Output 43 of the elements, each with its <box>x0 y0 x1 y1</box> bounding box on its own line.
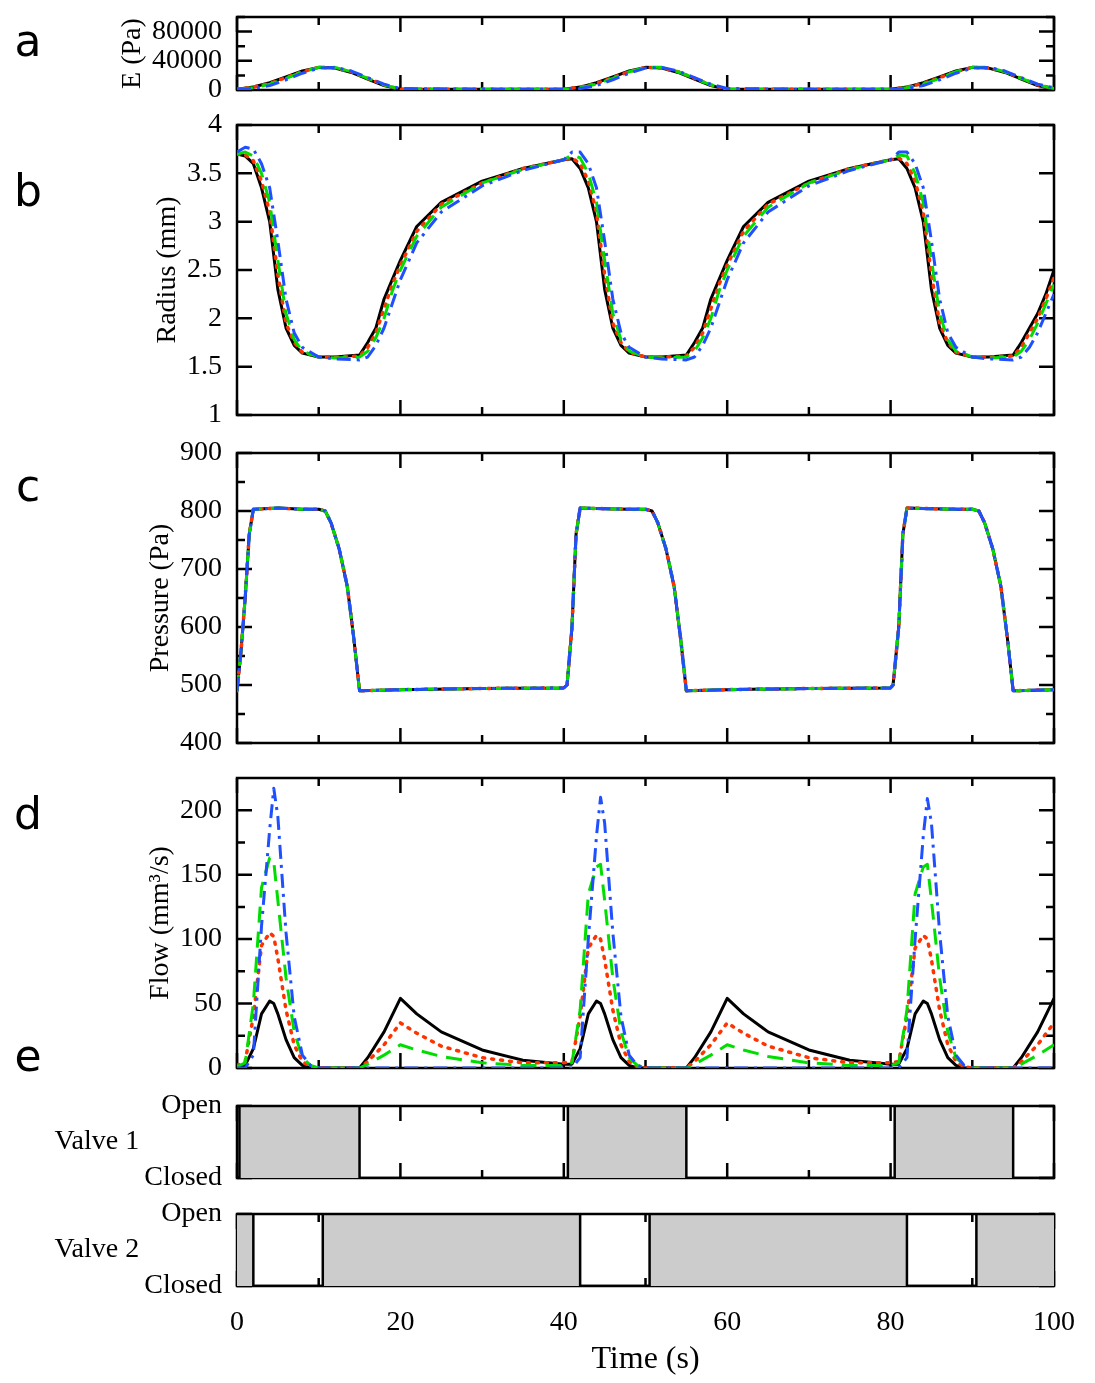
y-tick-label: 3 <box>208 204 222 236</box>
y-tick-label: 0 <box>208 72 222 104</box>
y-tick-label: 3.5 <box>187 155 222 187</box>
y-tick-label: 4 <box>208 107 222 139</box>
y-axis-title: Pressure (Pa) <box>143 523 175 673</box>
y-tick-label: 40000 <box>152 43 222 75</box>
y-tick-label: 800 <box>180 493 222 525</box>
x-tick-label: 0 <box>230 1305 244 1337</box>
y-tick-label: 200 <box>180 792 222 824</box>
y-axis-title: Valve 1 <box>54 1124 140 1156</box>
x-tick-label: 20 <box>386 1305 415 1337</box>
y-tick-label: 0 <box>208 1050 222 1082</box>
y-tick-label: 150 <box>180 857 222 889</box>
y-tick-label: 600 <box>180 609 222 641</box>
y-axis-title: Flow (mm³/s) <box>143 846 175 1000</box>
y-axis-title: Valve 2 <box>54 1232 140 1264</box>
x-axis-title: Time (s) <box>591 1339 700 1376</box>
y-tick-label: 1 <box>208 397 222 429</box>
text: Open <box>161 1088 222 1120</box>
text: Closed <box>144 1268 222 1300</box>
chart-title: e <box>14 1030 42 1082</box>
x-tick-label: 80 <box>876 1305 905 1337</box>
chart-title: d <box>14 788 42 840</box>
text: Open <box>161 1196 222 1228</box>
y-tick-label: 700 <box>180 551 222 583</box>
x-tick-label: 60 <box>713 1305 742 1337</box>
y-tick-label: 400 <box>180 725 222 757</box>
y-tick-label: 100 <box>180 921 222 953</box>
text: Closed <box>144 1160 222 1192</box>
x-tick-label: 100 <box>1033 1305 1075 1337</box>
y-tick-label: 1.5 <box>187 349 222 381</box>
y-axis-title: Radius (mm) <box>150 196 182 344</box>
x-tick-label: 40 <box>549 1305 578 1337</box>
chart-title: c <box>15 460 41 512</box>
y-tick-label: 2 <box>208 300 222 332</box>
text: b <box>14 165 42 217</box>
y-tick-label: 2.5 <box>187 252 222 284</box>
y-tick-label: 900 <box>180 435 222 467</box>
y-tick-label: 80000 <box>152 13 222 45</box>
y-tick-label: 50 <box>194 985 222 1017</box>
y-tick-label: 500 <box>180 667 222 699</box>
chart-title: a <box>14 15 42 67</box>
y-axis-title: E (Pa) <box>115 18 147 89</box>
